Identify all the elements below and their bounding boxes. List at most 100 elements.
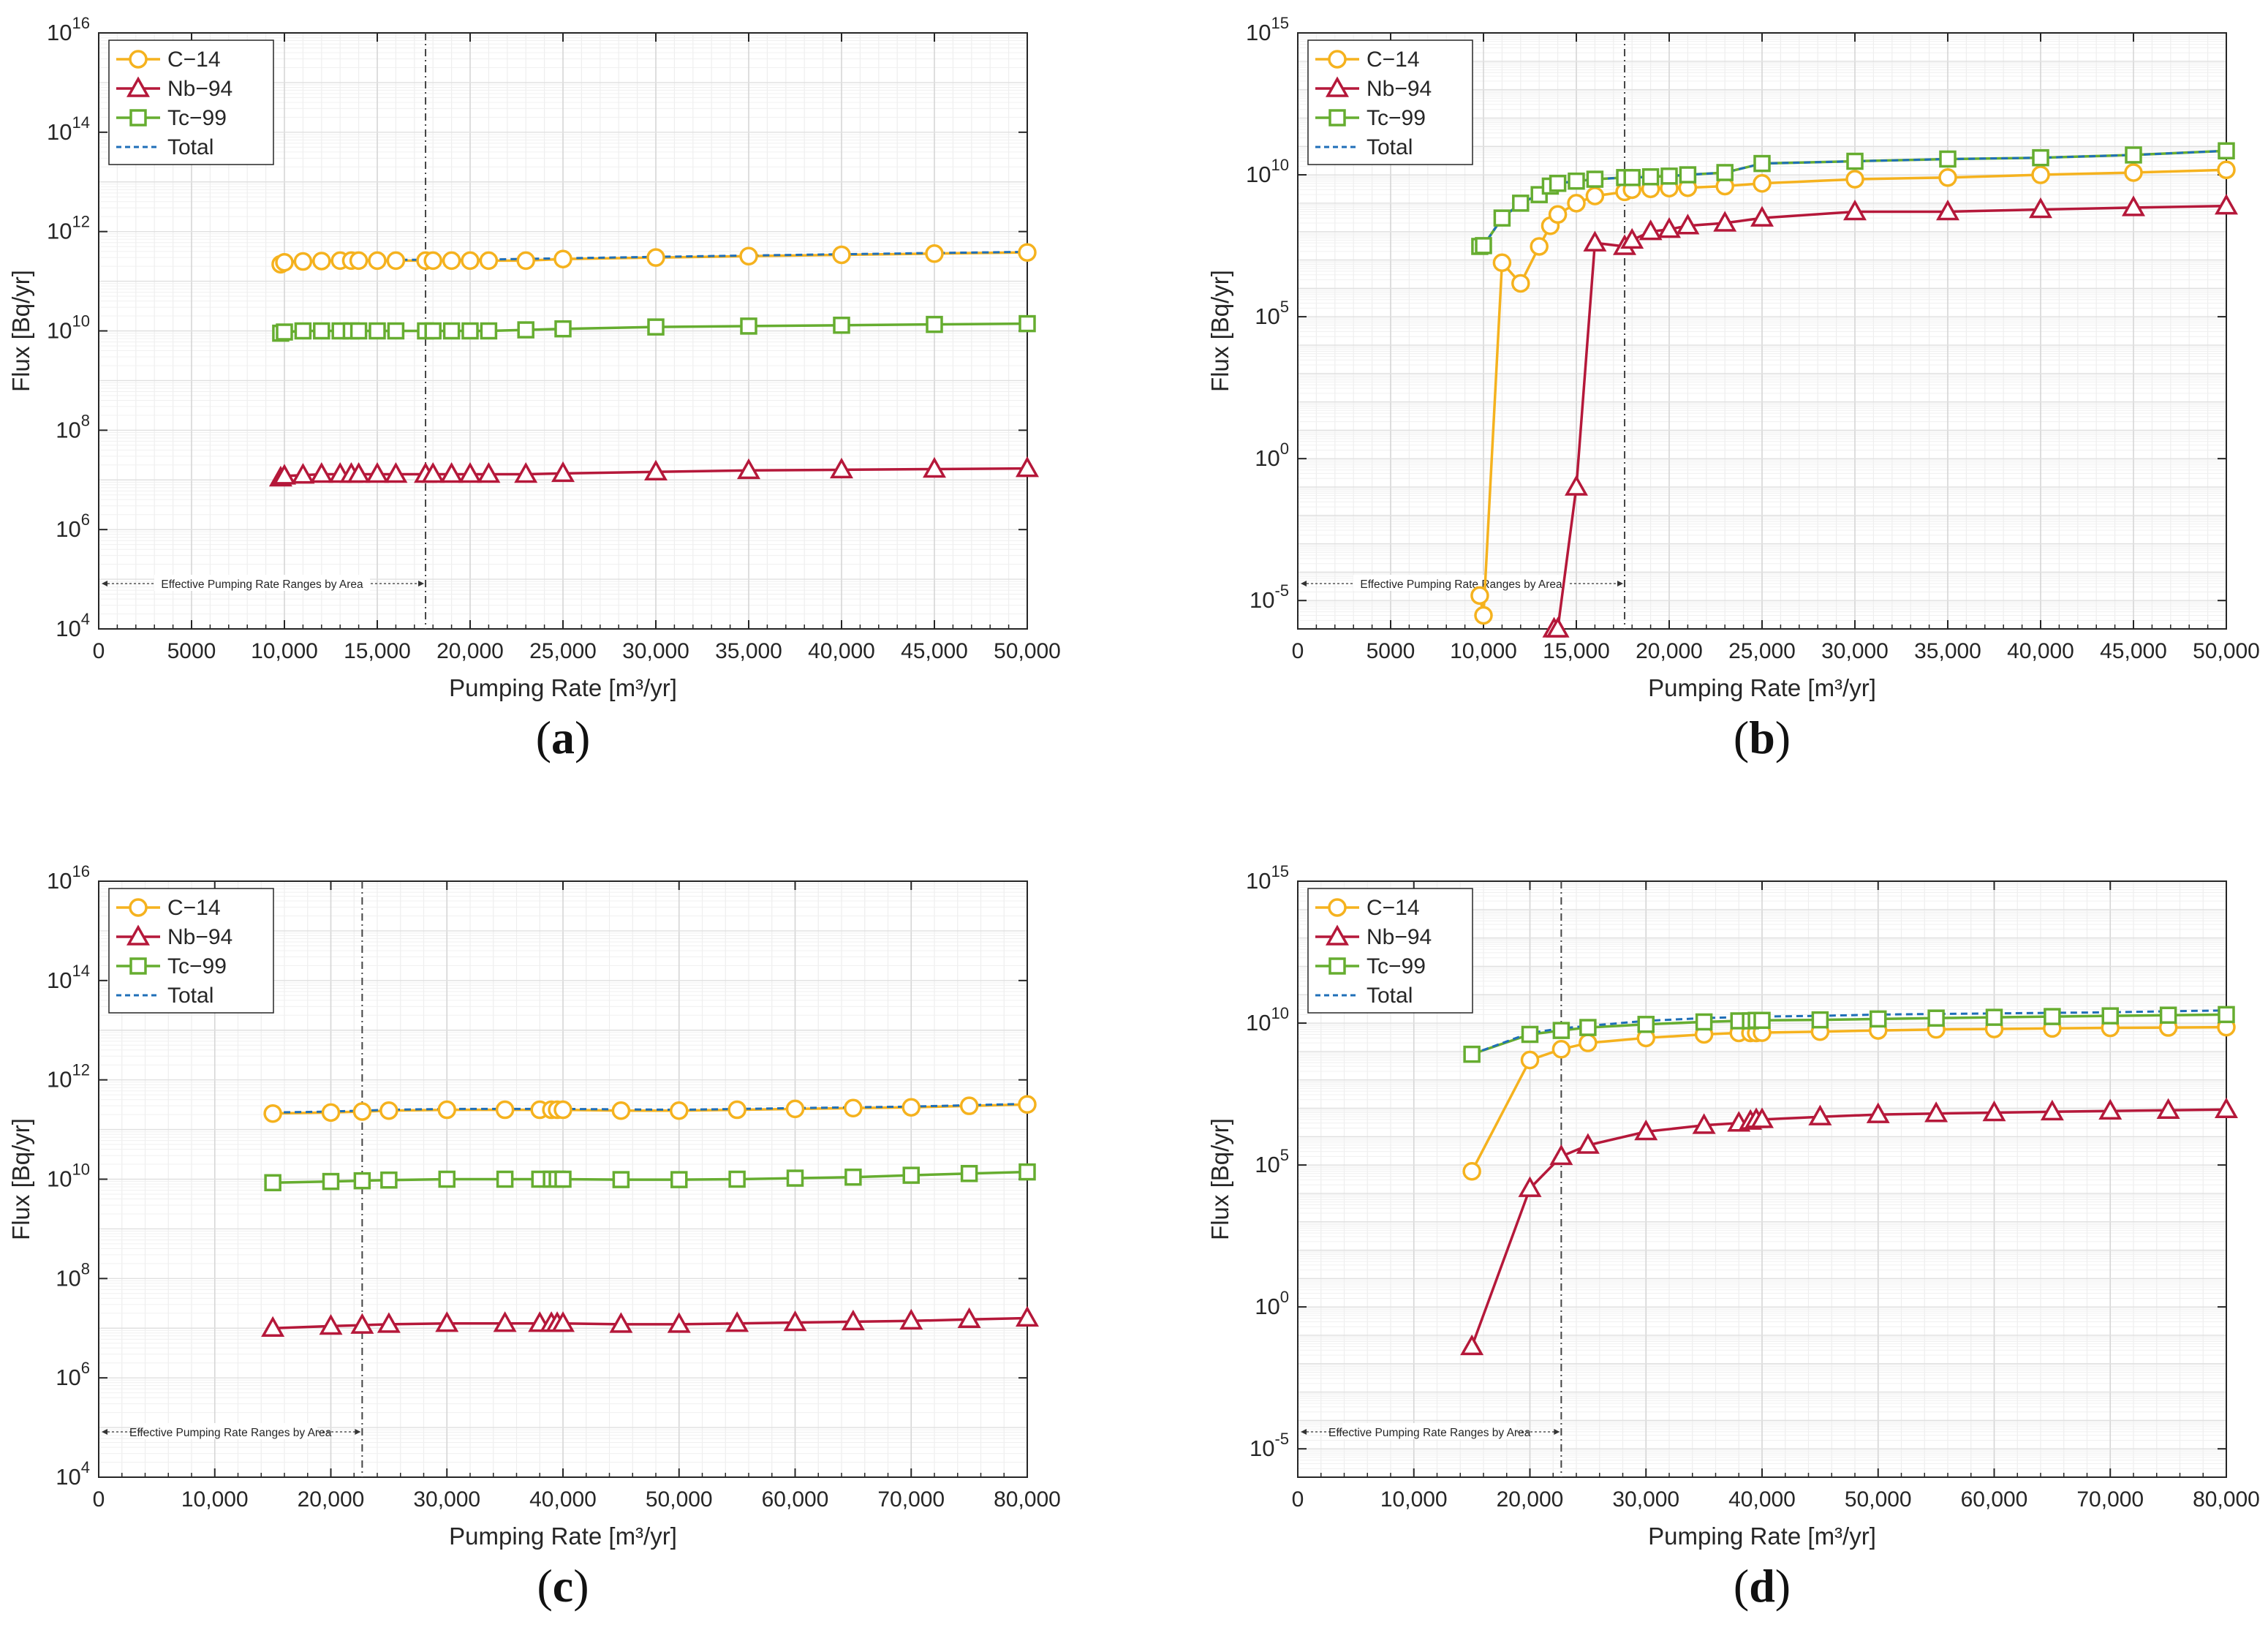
data-point-tc-99 <box>2218 142 2235 159</box>
data-point-c-14 <box>1845 170 1864 189</box>
data-point-c-14 <box>386 251 406 271</box>
data-point-nb-94 <box>1808 1104 1832 1125</box>
data-point-tc-99 <box>1660 167 1678 185</box>
data-point-nb-94 <box>609 1312 633 1333</box>
x-tick-label: 50,000 <box>1845 1487 1912 1512</box>
data-point-c-14 <box>1551 1040 1571 1059</box>
annotation-bg <box>143 1423 318 1439</box>
y-tick-label: 108 <box>56 1259 90 1291</box>
annotation-arrow-right <box>355 1429 361 1435</box>
x-axis-label: Pumping Rate [m³/yr] <box>1648 674 1876 701</box>
annotation-bg <box>1353 575 1570 591</box>
data-point-nb-94 <box>384 461 408 483</box>
x-tick-label: 50,000 <box>994 639 1061 663</box>
annotation-text: Effective Pumping Rate Ranges by Area <box>1360 578 1562 591</box>
data-point-nb-94 <box>841 1309 865 1331</box>
annotation-text: Effective Pumping Rate Ranges by Area <box>161 578 363 591</box>
x-tick-label: 60,000 <box>1961 1487 2028 1512</box>
data-point-c-14 <box>495 1100 515 1120</box>
data-point-c-14 <box>1548 205 1568 225</box>
data-point-tc-99 <box>294 322 312 340</box>
y-tick-label: 10-5 <box>1250 1430 1289 1461</box>
data-point-c-14 <box>611 1101 631 1120</box>
data-point-nb-94 <box>551 461 575 483</box>
annotation-text: Effective Pumping Rate Ranges by Area <box>129 1427 332 1439</box>
data-point-c-14 <box>1567 194 1586 213</box>
data-point-tc-99 <box>1493 209 1511 227</box>
y-tick-label: 108 <box>56 411 90 442</box>
data-point-c-14 <box>263 1104 282 1123</box>
data-point-nb-94 <box>1657 217 1681 238</box>
x-axis-label: Pumping Rate [m³/yr] <box>1648 1523 1876 1550</box>
data-point-tc-99 <box>1811 1011 1829 1029</box>
data-point-nb-94 <box>1016 1305 1039 1327</box>
data-point-c-14 <box>1474 606 1493 625</box>
panel-label: (a) <box>536 712 591 763</box>
data-point-nb-94 <box>477 461 501 483</box>
data-point-tc-99 <box>1463 1045 1481 1063</box>
data-point-c-14 <box>1492 253 1512 272</box>
data-point-nb-94 <box>2215 194 2238 215</box>
data-point-c-14 <box>1018 243 1037 262</box>
x-tick-label: 30,000 <box>1821 639 1889 663</box>
legend-marker <box>1328 109 1346 127</box>
legend-entry: C−14 <box>1367 48 1420 72</box>
annotation-arrow-left <box>1301 581 1307 586</box>
annotation-arrow-left <box>1301 1429 1307 1435</box>
data-point-c-14 <box>785 1099 805 1119</box>
data-point-c-14 <box>553 1100 572 1120</box>
data-point-c-14 <box>516 251 535 271</box>
data-point-tc-99 <box>1846 152 1864 170</box>
legend-marker <box>129 50 148 69</box>
data-point-tc-99 <box>380 1171 398 1189</box>
legend-entry: C−14 <box>167 896 221 920</box>
data-point-c-14 <box>437 1100 456 1120</box>
data-point-c-14 <box>349 251 368 271</box>
data-point-tc-99 <box>496 1170 514 1188</box>
data-point-tc-99 <box>461 322 479 340</box>
legend-entry: Total <box>167 984 213 1008</box>
data-point-tc-99 <box>926 315 943 333</box>
legend-entry: Nb−94 <box>167 925 233 949</box>
data-point-nb-94 <box>1638 219 1663 241</box>
annotation-arrow-right <box>1617 581 1624 586</box>
legend-marker <box>129 898 148 917</box>
data-point-c-14 <box>832 245 851 265</box>
data-point-nb-94 <box>2029 197 2052 219</box>
data-point-c-14 <box>925 244 944 263</box>
data-point-c-14 <box>1018 1095 1037 1114</box>
data-point-tc-99 <box>1521 1025 1539 1044</box>
x-tick-label: 20,000 <box>1636 639 1703 663</box>
data-point-nb-94 <box>1518 1176 1542 1197</box>
legend-entry: Tc−99 <box>1367 954 1426 978</box>
data-point-nb-94 <box>1565 475 1588 496</box>
legend-entry: Tc−99 <box>167 106 227 130</box>
data-point-nb-94 <box>347 461 371 483</box>
data-point-nb-94 <box>1843 199 1867 221</box>
y-tick-label: 1015 <box>1246 862 1289 894</box>
data-point-c-14 <box>379 1101 398 1120</box>
data-point-nb-94 <box>1924 1101 1948 1123</box>
x-tick-label: 30,000 <box>413 1487 480 1512</box>
data-point-nb-94 <box>2040 1099 2064 1121</box>
legend-marker <box>129 109 147 127</box>
y-tick-label: 104 <box>56 1458 90 1490</box>
y-tick-label: 1016 <box>47 14 90 45</box>
data-point-nb-94 <box>439 461 464 483</box>
y-tick-label: 1014 <box>47 113 90 145</box>
data-point-nb-94 <box>2098 1098 2123 1120</box>
x-tick-label: 80,000 <box>2193 1487 2260 1512</box>
legend-marker <box>129 957 147 975</box>
x-tick-label: 0 <box>1292 1487 1304 1512</box>
data-point-tc-99 <box>1568 172 1585 190</box>
legend-entry: C−14 <box>1367 896 1420 920</box>
x-tick-label: 20,000 <box>1497 1487 1564 1512</box>
y-tick-label: 105 <box>1255 298 1289 329</box>
data-point-nb-94 <box>1750 1107 1774 1128</box>
data-point-tc-99 <box>368 322 386 340</box>
x-tick-label: 50,000 <box>2193 639 2260 663</box>
data-point-tc-99 <box>554 320 572 338</box>
data-point-tc-99 <box>424 322 442 340</box>
data-point-tc-99 <box>1716 164 1734 181</box>
